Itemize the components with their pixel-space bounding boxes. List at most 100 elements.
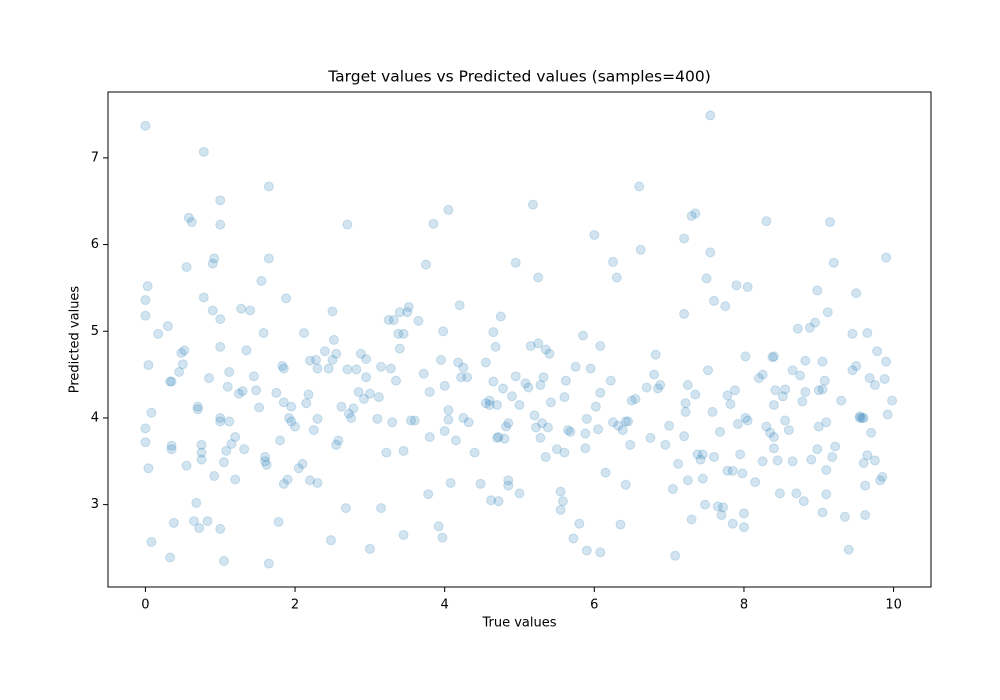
point (342, 219, 353, 230)
point (761, 421, 772, 432)
point (256, 275, 267, 286)
point (722, 390, 733, 401)
point (697, 473, 708, 484)
point (493, 432, 504, 443)
point (581, 413, 592, 424)
point (742, 282, 753, 293)
x-tick-label: 6 (590, 598, 598, 613)
point (875, 475, 886, 486)
point (535, 432, 546, 443)
point (510, 257, 521, 268)
point (140, 120, 151, 131)
point (409, 415, 420, 426)
point (286, 416, 297, 427)
point (682, 380, 693, 391)
point (423, 489, 434, 500)
point (450, 435, 461, 446)
point (680, 406, 691, 417)
point (700, 499, 711, 510)
point (331, 348, 342, 359)
point (780, 384, 791, 395)
point (196, 447, 207, 458)
point (308, 425, 319, 436)
point (394, 307, 405, 318)
point (727, 465, 738, 476)
point (261, 459, 272, 470)
point (664, 420, 675, 431)
point (241, 345, 252, 356)
point (860, 480, 871, 491)
point (520, 378, 531, 389)
chart-title: Target values vs Predicted values (sampl… (327, 68, 711, 86)
point (768, 399, 779, 410)
point (540, 344, 551, 355)
point (770, 385, 781, 396)
point (679, 233, 690, 244)
point (881, 252, 892, 263)
point (435, 354, 446, 365)
point (215, 314, 226, 325)
point (224, 416, 235, 427)
point (824, 217, 835, 228)
point (813, 385, 824, 396)
point (690, 389, 701, 400)
point (222, 381, 233, 392)
point (828, 257, 839, 268)
point (239, 444, 250, 455)
point (617, 425, 628, 436)
point (712, 501, 723, 512)
point (813, 421, 824, 432)
point (559, 447, 570, 458)
point (715, 426, 726, 437)
point (346, 412, 357, 423)
point (445, 477, 456, 488)
point (772, 455, 783, 466)
point (176, 347, 187, 358)
point (207, 258, 218, 269)
point (277, 360, 288, 371)
point (224, 367, 235, 378)
point (218, 555, 229, 566)
point (215, 219, 226, 230)
point (819, 375, 830, 386)
point (731, 280, 742, 291)
y-tick-label: 5 (91, 324, 99, 339)
point (864, 373, 875, 384)
point (209, 471, 220, 482)
point (862, 450, 873, 461)
point (821, 489, 832, 500)
point (613, 420, 624, 431)
point (484, 395, 495, 406)
point (493, 496, 504, 507)
point (498, 383, 509, 394)
point (682, 475, 693, 486)
point (454, 300, 465, 311)
point (233, 388, 244, 399)
point (406, 415, 417, 426)
point (872, 346, 883, 357)
point (589, 230, 600, 241)
point (290, 421, 301, 432)
point (204, 373, 215, 384)
point (146, 407, 157, 418)
point (679, 431, 690, 442)
point (236, 303, 247, 314)
point (581, 545, 592, 556)
point (433, 521, 444, 532)
point (439, 425, 450, 436)
point (143, 463, 154, 474)
point (361, 372, 372, 383)
point (325, 535, 336, 546)
point (166, 376, 177, 387)
point (327, 354, 338, 365)
point (297, 458, 308, 469)
x-tick-label: 10 (885, 598, 902, 613)
point (177, 359, 188, 370)
point (456, 372, 467, 383)
x-tick-label: 0 (141, 598, 149, 613)
point (697, 449, 708, 460)
point (284, 412, 295, 423)
point (196, 454, 207, 465)
point (258, 327, 269, 338)
point (649, 369, 660, 380)
